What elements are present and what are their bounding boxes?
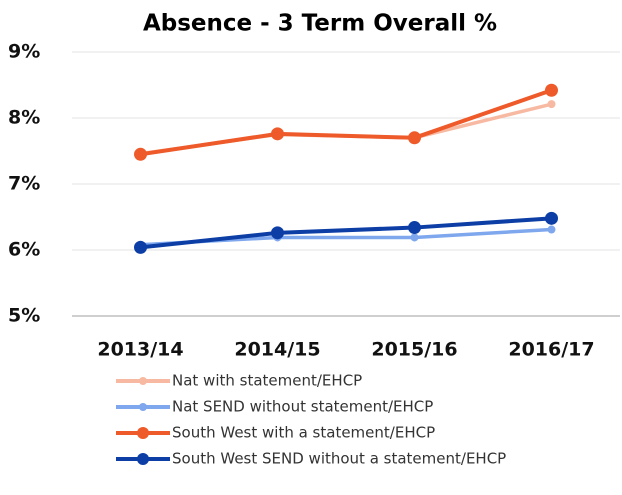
- legend-label: Nat with statement/EHCP: [172, 372, 362, 390]
- point: [134, 240, 147, 254]
- point: [545, 211, 558, 225]
- legend-marker: [137, 427, 149, 439]
- y-tick-label: 8%: [8, 107, 40, 129]
- point: [408, 131, 421, 145]
- x-tick-label: 2015/16: [371, 339, 457, 361]
- point: [547, 100, 556, 109]
- point: [134, 147, 147, 161]
- y-tick-label: 5%: [8, 305, 40, 327]
- x-tick-label: 2013/14: [97, 339, 183, 361]
- point: [410, 233, 419, 242]
- legend-label: South West SEND without a statement/EHCP: [172, 450, 506, 468]
- y-tick-label: 6%: [8, 239, 40, 261]
- legend-label: South West with a statement/EHCP: [172, 424, 435, 442]
- series-line: [140, 216, 552, 250]
- legend-marker: [139, 403, 147, 411]
- point: [271, 226, 284, 240]
- y-tick-label: 7%: [8, 173, 40, 195]
- legend-label: Nat SEND without statement/EHCP: [172, 398, 433, 416]
- x-tick-label: 2016/17: [508, 339, 594, 361]
- x-tick-label: 2014/15: [234, 339, 320, 361]
- point: [271, 127, 284, 141]
- point: [545, 83, 558, 97]
- chart-title: Absence - 3 Term Overall %: [143, 11, 497, 37]
- y-tick-label: 9%: [8, 41, 40, 63]
- series-line: [140, 88, 553, 157]
- point: [408, 221, 421, 235]
- legend-marker: [137, 453, 149, 465]
- point: [547, 225, 556, 234]
- legend-marker: [139, 377, 147, 385]
